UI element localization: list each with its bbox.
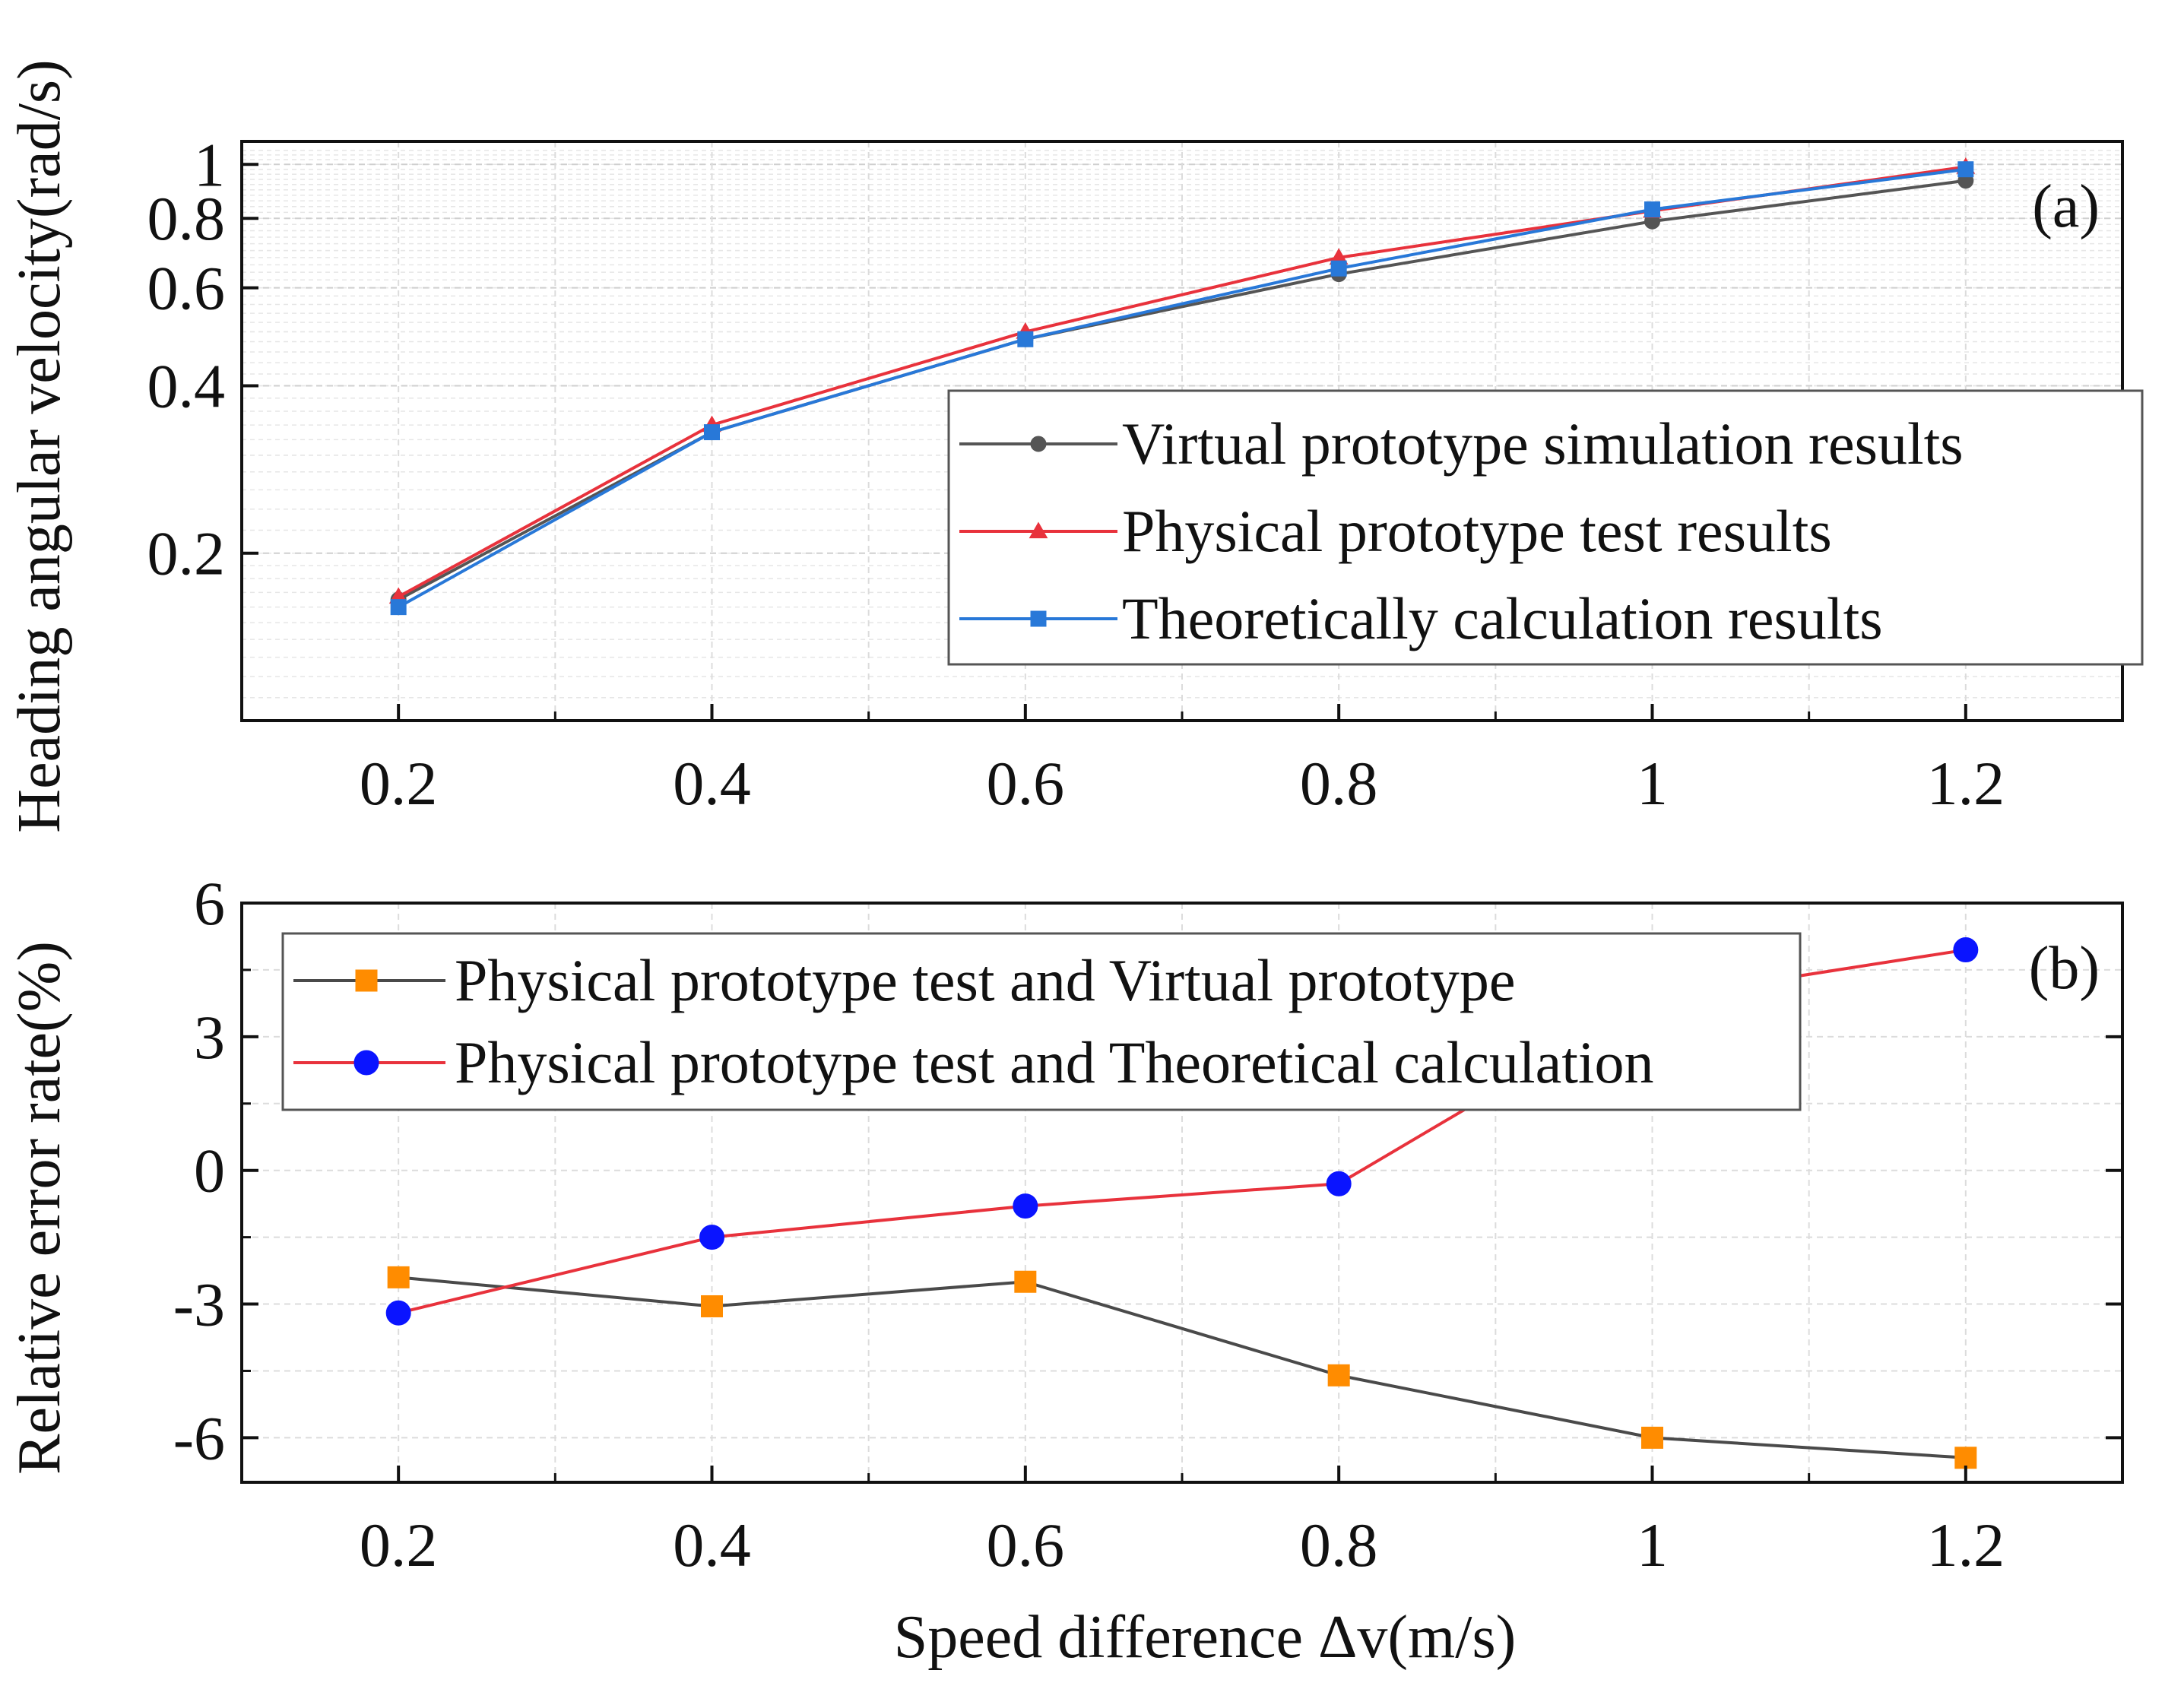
series-1-point	[1013, 1193, 1038, 1219]
y-tick-label: 1	[194, 130, 225, 199]
series-2-point	[1017, 331, 1034, 347]
panel-a-ticks: 0.2 0.4 0.6 0.8 1 1.20.20.40.60.81	[147, 130, 2005, 818]
y-tick-label: 0.2	[147, 519, 226, 588]
series-line-0	[398, 1276, 1966, 1459]
legend-entry: Virtual prototype simulation results	[1122, 410, 1964, 477]
legend-entry: Theoretically calculation results	[1122, 585, 1883, 651]
x-tick-label: 0.6	[987, 749, 1065, 818]
series-1-point	[1326, 1171, 1352, 1196]
legend-marker	[353, 1050, 379, 1076]
series-2-point	[1957, 161, 1974, 178]
x-tick-label: 1.2	[1927, 1510, 2005, 1580]
series-2-point	[704, 424, 720, 441]
series-2-point	[390, 599, 407, 616]
x-tick-label: 1	[1637, 749, 1668, 818]
series-1-point	[385, 1300, 411, 1326]
x-tick-label: 0.8	[1300, 749, 1378, 818]
legend-entry: Physical prototype test and Virtual prot…	[455, 947, 1515, 1013]
x-tick-label: 0.4	[673, 1510, 751, 1580]
x-tick-label: 1.2	[1927, 749, 2005, 818]
y-tick-label: 3	[194, 1003, 225, 1072]
panel-b-y-axis-title: Relative error rate(%)	[6, 941, 73, 1475]
series-0-point	[701, 1295, 723, 1317]
panel-b-chart: 0.2 0.4 0.6 0.8 1 1.2 -6 -3 0 3 6 Relative error r…	[6, 869, 2124, 1671]
panel-a-series	[388, 157, 1976, 616]
series-0-point	[1641, 1426, 1663, 1449]
y-tick-label: 0.8	[147, 184, 226, 253]
x-tick-label: 1	[1637, 1510, 1668, 1580]
panel-b-label: (b)	[2029, 935, 2100, 1002]
y-tick-label: 0.4	[147, 351, 226, 420]
series-2-point	[1330, 260, 1347, 277]
legend-marker	[1029, 521, 1048, 539]
y-tick-label: 6	[194, 869, 225, 938]
legend-entry: Physical prototype test results	[1122, 498, 1832, 564]
series-1-point	[1953, 937, 1979, 963]
panel-a-chart: 0.2 0.4 0.6 0.8 1 1.20.20.40.60.81 Heading an…	[6, 59, 2144, 833]
x-tick-label: 0.6	[987, 1510, 1065, 1580]
y-tick-label: -6	[173, 1403, 225, 1472]
series-0-point	[1954, 1447, 1977, 1469]
y-tick-label: -3	[173, 1270, 225, 1339]
x-tick-label: 0.2	[360, 749, 438, 818]
x-tick-label: 0.2	[360, 1510, 438, 1580]
series-0-point	[1327, 1364, 1350, 1387]
legend-entry: Physical prototype test and Theoretical …	[455, 1029, 1654, 1095]
legend-box	[281, 932, 1802, 1111]
panel-a-y-axis-title: Heading angular velocity(rad/s)	[6, 59, 73, 832]
series-1-point	[699, 1225, 724, 1250]
panel-b-x-axis-title: Speed difference Δv(m/s)	[894, 1604, 1517, 1671]
series-line-2	[398, 167, 1967, 609]
y-tick-label: 0	[194, 1136, 225, 1206]
legend-marker	[1030, 610, 1047, 627]
series-2-point	[1644, 201, 1660, 217]
legend-box	[947, 389, 2144, 666]
panel-b-ticks: 0.2 0.4 0.6 0.8 1 1.2 -6 -3 0 3 6	[173, 869, 2122, 1580]
x-tick-label: 0.4	[673, 749, 751, 818]
x-tick-label: 0.8	[1300, 1510, 1378, 1580]
y-tick-label: 0.6	[147, 254, 226, 323]
series-0-point	[1014, 1270, 1037, 1293]
panel-a-legend: Virtual prototype simulation results Phys…	[947, 389, 2144, 666]
series-0-point	[387, 1266, 410, 1288]
panel-b-legend: Physical prototype test and Virtual prot…	[281, 932, 1802, 1111]
legend-marker	[1030, 436, 1047, 452]
panel-a-label: (a)	[2032, 173, 2100, 240]
legend-marker	[355, 969, 378, 992]
